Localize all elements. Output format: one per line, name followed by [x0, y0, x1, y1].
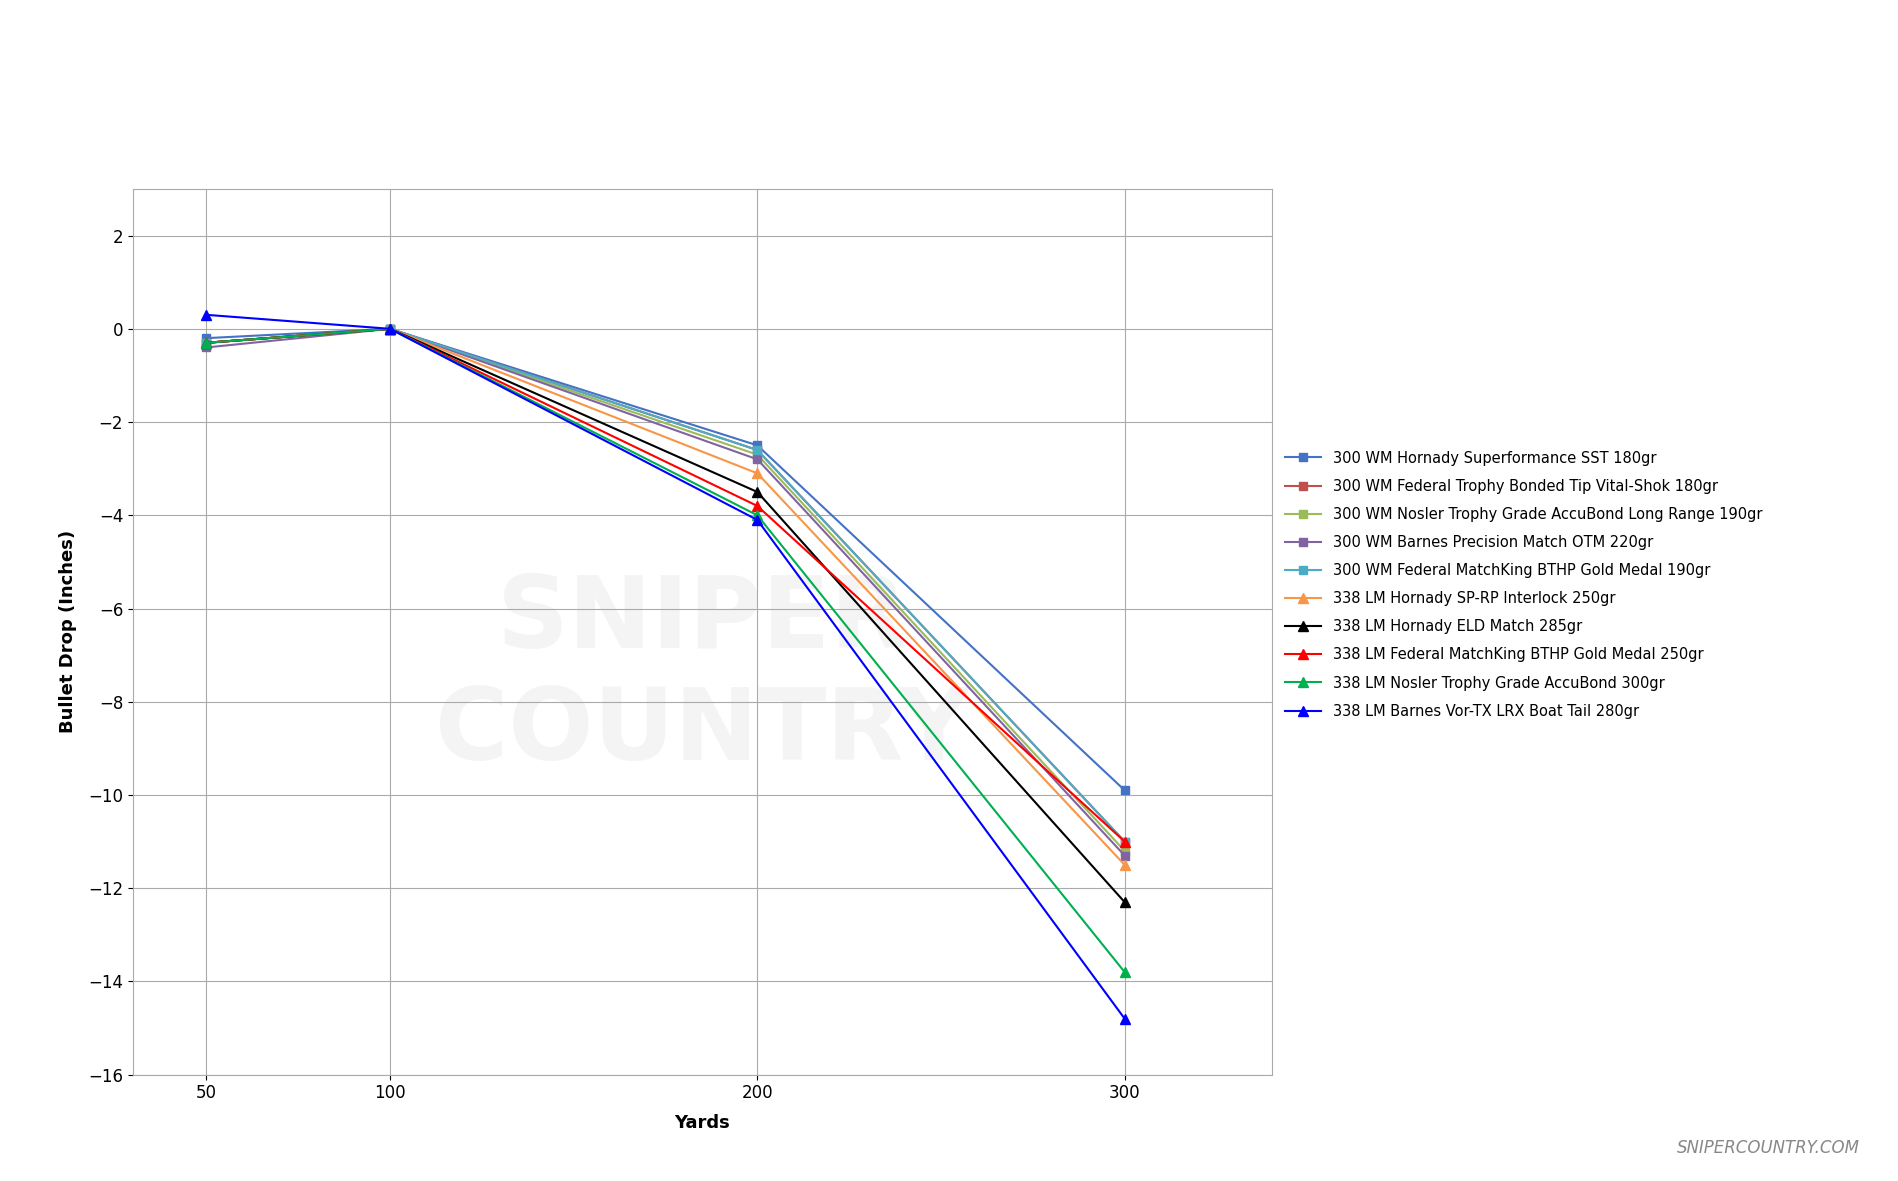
338 LM Federal MatchKing BTHP Gold Medal 250gr — [746, 498, 769, 513]
Line: 300 WM Barnes Precision Match OTM 220gr: 300 WM Barnes Precision Match OTM 220gr — [203, 325, 1129, 860]
300 WM Hornady Superformance SST 180gr — [746, 438, 769, 452]
Line: 300 WM Hornady Superformance SST 180gr: 300 WM Hornady Superformance SST 180gr — [203, 325, 1129, 795]
300 WM Federal MatchKing BTHP Gold Medal 190gr — [1114, 835, 1137, 849]
338 LM Hornady ELD Match 285gr — [1114, 895, 1137, 909]
Line: 300 WM Federal Trophy Bonded Tip Vital-Shok 180gr: 300 WM Federal Trophy Bonded Tip Vital-S… — [203, 325, 1129, 846]
300 WM Nosler Trophy Grade AccuBond Long Range 190gr — [746, 448, 769, 462]
300 WM Federal MatchKing BTHP Gold Medal 190gr — [378, 321, 400, 335]
338 LM Nosler Trophy Grade AccuBond 300gr — [1114, 965, 1137, 979]
Line: 338 LM Hornady SP-RP Interlock 250gr: 338 LM Hornady SP-RP Interlock 250gr — [201, 324, 1129, 869]
300 WM Barnes Precision Match OTM 220gr — [195, 340, 218, 354]
Text: SNIPERCOUNTRY.COM: SNIPERCOUNTRY.COM — [1678, 1140, 1860, 1157]
338 LM Federal MatchKing BTHP Gold Medal 250gr — [1114, 835, 1137, 849]
338 LM Hornady SP-RP Interlock 250gr — [1114, 857, 1137, 872]
300 WM Hornady Superformance SST 180gr — [195, 331, 218, 345]
338 LM Hornady SP-RP Interlock 250gr — [746, 466, 769, 481]
Line: 338 LM Federal MatchKing BTHP Gold Medal 250gr: 338 LM Federal MatchKing BTHP Gold Medal… — [201, 324, 1129, 847]
338 LM Nosler Trophy Grade AccuBond 300gr — [378, 321, 400, 335]
338 LM Barnes Vor-TX LRX Boat Tail 280gr — [378, 321, 400, 335]
300 WM Barnes Precision Match OTM 220gr — [378, 321, 400, 335]
Line: 338 LM Hornady ELD Match 285gr: 338 LM Hornady ELD Match 285gr — [201, 324, 1129, 907]
300 WM Barnes Precision Match OTM 220gr — [1114, 848, 1137, 862]
300 WM Federal Trophy Bonded Tip Vital-Shok 180gr — [746, 443, 769, 457]
338 LM Nosler Trophy Grade AccuBond 300gr — [195, 335, 218, 350]
Line: 338 LM Nosler Trophy Grade AccuBond 300gr: 338 LM Nosler Trophy Grade AccuBond 300g… — [201, 324, 1129, 977]
300 WM Nosler Trophy Grade AccuBond Long Range 190gr — [1114, 844, 1137, 859]
338 LM Hornady ELD Match 285gr — [195, 335, 218, 350]
Line: 338 LM Barnes Vor-TX LRX Boat Tail 280gr: 338 LM Barnes Vor-TX LRX Boat Tail 280gr — [201, 309, 1129, 1024]
338 LM Federal MatchKing BTHP Gold Medal 250gr — [378, 321, 400, 335]
Y-axis label: Bullet Drop (Inches): Bullet Drop (Inches) — [59, 530, 78, 733]
Text: SHORT RANGE TRAJECTORY: SHORT RANGE TRAJECTORY — [543, 45, 1355, 97]
338 LM Hornady SP-RP Interlock 250gr — [378, 321, 400, 335]
300 WM Hornady Superformance SST 180gr — [1114, 783, 1137, 797]
338 LM Hornady ELD Match 285gr — [746, 485, 769, 500]
338 LM Hornady ELD Match 285gr — [378, 321, 400, 335]
338 LM Federal MatchKing BTHP Gold Medal 250gr — [195, 335, 218, 350]
300 WM Federal Trophy Bonded Tip Vital-Shok 180gr — [1114, 835, 1137, 849]
338 LM Nosler Trophy Grade AccuBond 300gr — [746, 508, 769, 522]
300 WM Federal Trophy Bonded Tip Vital-Shok 180gr — [195, 335, 218, 350]
Text: SNIPER
COUNTRY: SNIPER COUNTRY — [435, 572, 970, 781]
338 LM Barnes Vor-TX LRX Boat Tail 280gr — [1114, 1012, 1137, 1026]
300 WM Federal Trophy Bonded Tip Vital-Shok 180gr — [378, 321, 400, 335]
338 LM Barnes Vor-TX LRX Boat Tail 280gr — [195, 308, 218, 322]
300 WM Hornady Superformance SST 180gr — [378, 321, 400, 335]
Line: 300 WM Nosler Trophy Grade AccuBond Long Range 190gr: 300 WM Nosler Trophy Grade AccuBond Long… — [203, 325, 1129, 855]
Line: 300 WM Federal MatchKing BTHP Gold Medal 190gr: 300 WM Federal MatchKing BTHP Gold Medal… — [203, 325, 1129, 846]
300 WM Nosler Trophy Grade AccuBond Long Range 190gr — [195, 335, 218, 350]
338 LM Hornady SP-RP Interlock 250gr — [195, 335, 218, 350]
X-axis label: Yards: Yards — [674, 1114, 731, 1131]
Legend: 300 WM Hornady Superformance SST 180gr, 300 WM Federal Trophy Bonded Tip Vital-S: 300 WM Hornady Superformance SST 180gr, … — [1279, 445, 1769, 724]
338 LM Barnes Vor-TX LRX Boat Tail 280gr — [746, 513, 769, 527]
300 WM Barnes Precision Match OTM 220gr — [746, 452, 769, 466]
300 WM Federal MatchKing BTHP Gold Medal 190gr — [746, 443, 769, 457]
300 WM Federal MatchKing BTHP Gold Medal 190gr — [195, 335, 218, 350]
300 WM Nosler Trophy Grade AccuBond Long Range 190gr — [378, 321, 400, 335]
